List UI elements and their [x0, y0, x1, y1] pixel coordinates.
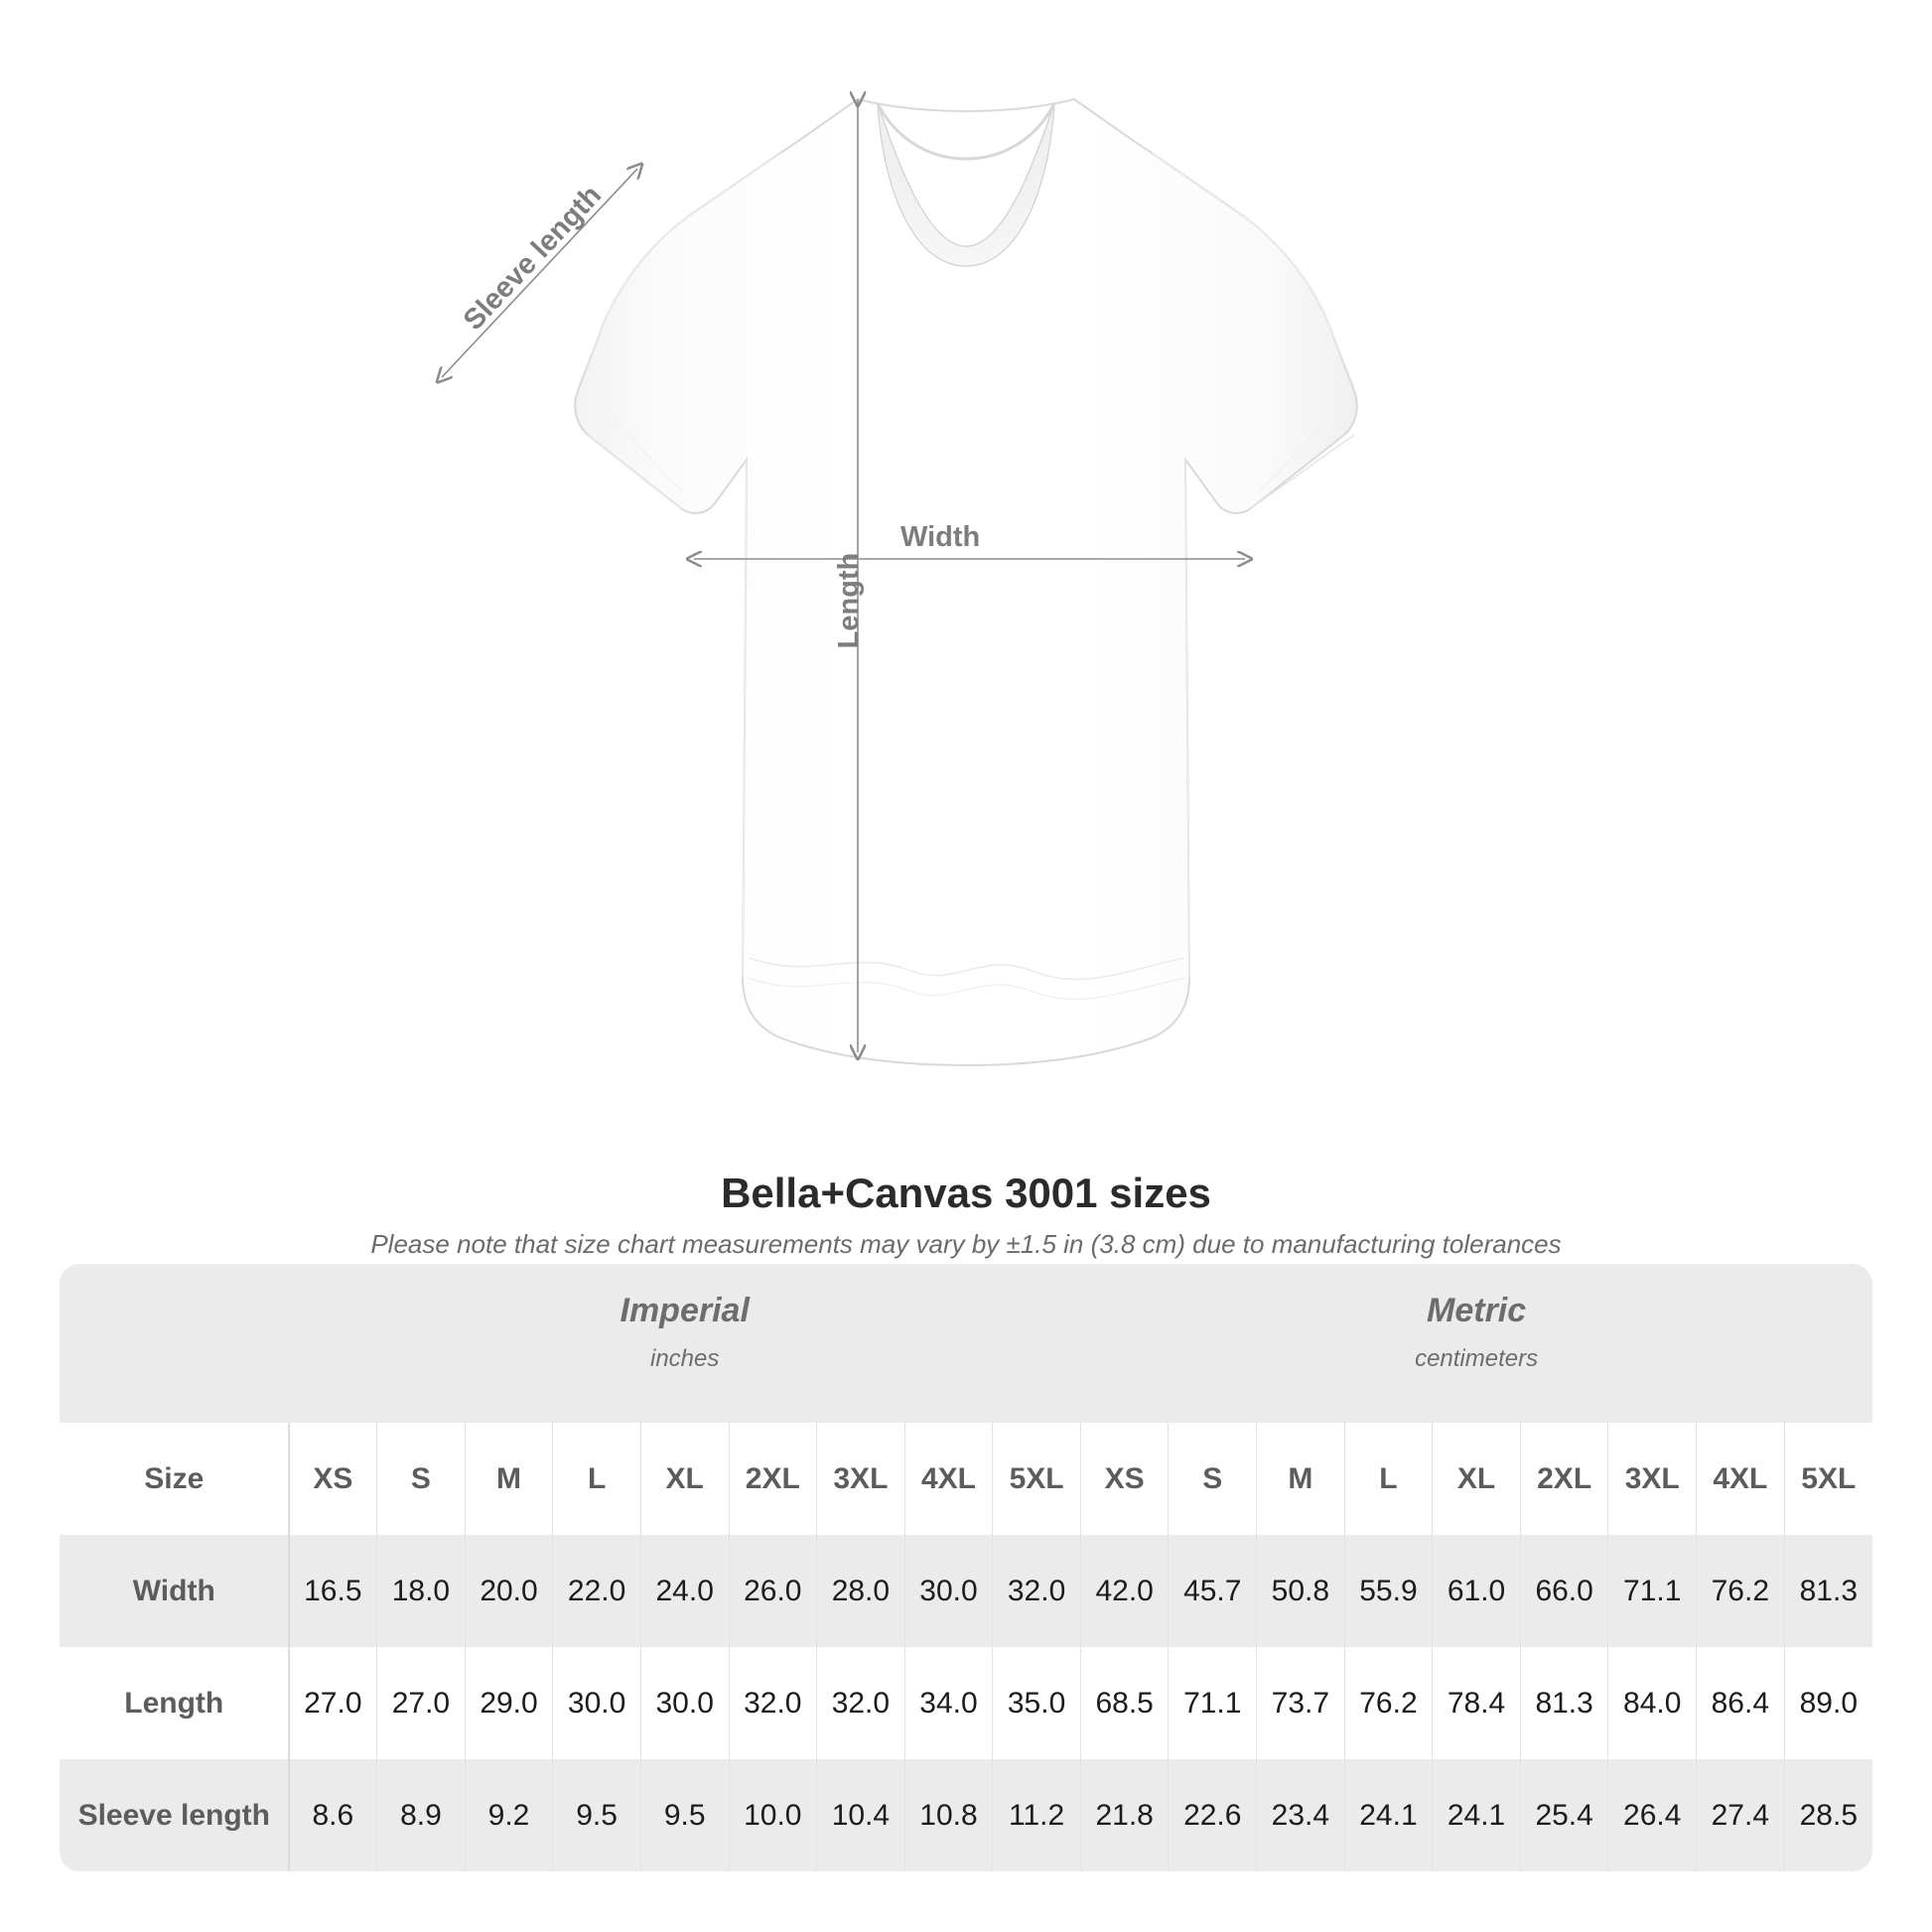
- svg-text:Width: Width: [900, 521, 980, 553]
- svg-text:Length: Length: [833, 553, 865, 649]
- svg-text:Sleeve length: Sleeve length: [458, 180, 608, 337]
